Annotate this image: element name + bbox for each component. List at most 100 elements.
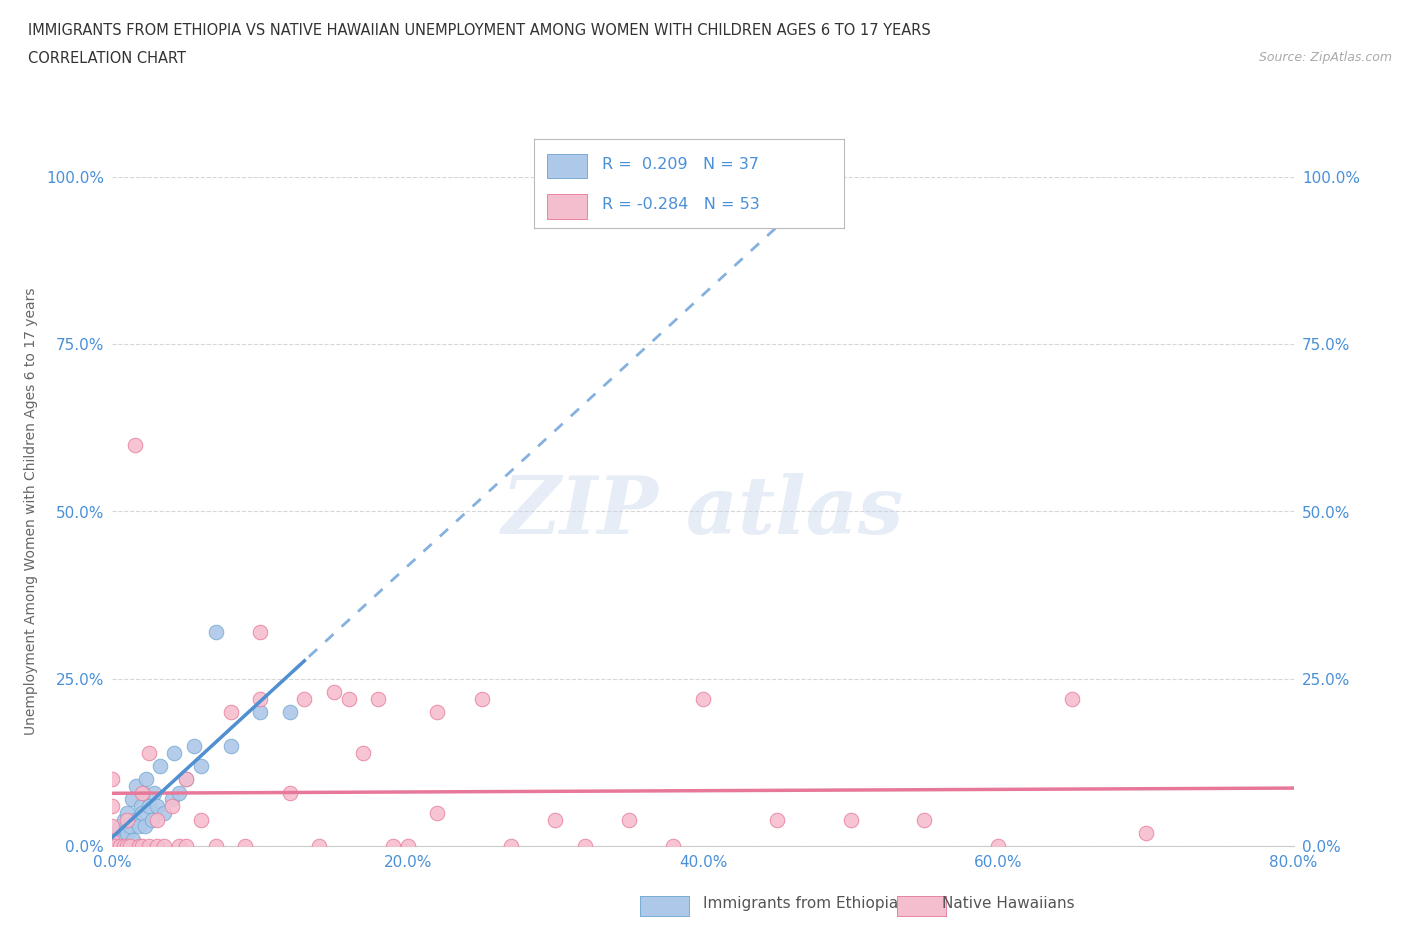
- Point: [146, 799, 169, 814]
- Point: [278, 785, 301, 800]
- Point: [174, 772, 197, 787]
- Point: [101, 832, 124, 847]
- Point: [128, 839, 150, 854]
- Point: [219, 738, 242, 753]
- Point: [138, 839, 160, 854]
- Point: [108, 839, 131, 854]
- Point: [692, 692, 714, 707]
- Point: [619, 812, 641, 827]
- Point: [426, 705, 449, 720]
- Point: [128, 818, 150, 833]
- Point: [101, 839, 124, 854]
- Point: [121, 792, 143, 807]
- Point: [153, 839, 176, 854]
- Point: [142, 785, 165, 800]
- Point: [839, 812, 862, 827]
- Text: ZIP atlas: ZIP atlas: [502, 472, 904, 551]
- Point: [249, 705, 271, 720]
- Point: [160, 799, 183, 814]
- Point: [219, 705, 242, 720]
- Point: [1135, 826, 1157, 841]
- Point: [129, 799, 152, 814]
- Point: [205, 839, 228, 854]
- Point: [190, 812, 212, 827]
- Point: [382, 839, 405, 854]
- Point: [101, 832, 124, 847]
- Point: [167, 785, 190, 800]
- Point: [138, 799, 160, 814]
- Point: [308, 839, 330, 854]
- Y-axis label: Unemployment Among Women with Children Ages 6 to 17 years: Unemployment Among Women with Children A…: [24, 287, 38, 736]
- Point: [124, 437, 146, 452]
- Point: [131, 785, 153, 800]
- Point: [278, 705, 301, 720]
- Point: [117, 826, 138, 841]
- Bar: [547, 194, 586, 219]
- Point: [574, 839, 596, 854]
- Point: [249, 625, 271, 640]
- Point: [470, 692, 494, 707]
- Point: [138, 745, 160, 760]
- Point: [501, 839, 523, 854]
- Point: [117, 839, 138, 854]
- Point: [367, 692, 389, 707]
- Point: [146, 812, 169, 827]
- Point: [120, 818, 142, 833]
- Point: [134, 818, 156, 833]
- Point: [114, 839, 136, 854]
- Point: [1062, 692, 1084, 707]
- Text: R =  0.209   N = 37: R = 0.209 N = 37: [602, 157, 759, 172]
- Point: [914, 812, 936, 827]
- Point: [153, 805, 176, 820]
- Point: [124, 812, 146, 827]
- Point: [120, 839, 142, 854]
- Point: [112, 812, 135, 827]
- Point: [766, 812, 789, 827]
- Text: CORRELATION CHART: CORRELATION CHART: [28, 51, 186, 66]
- Point: [174, 772, 197, 787]
- Point: [183, 738, 205, 753]
- Point: [396, 839, 419, 854]
- Point: [163, 745, 186, 760]
- Point: [132, 785, 155, 800]
- Point: [544, 812, 567, 827]
- Point: [101, 818, 124, 833]
- Point: [292, 692, 315, 707]
- Point: [104, 839, 127, 854]
- Point: [135, 772, 157, 787]
- Point: [101, 772, 124, 787]
- Point: [205, 625, 228, 640]
- Point: [174, 839, 197, 854]
- Point: [987, 839, 1010, 854]
- Point: [112, 839, 135, 854]
- Point: [426, 805, 449, 820]
- Bar: [547, 153, 586, 179]
- Text: Source: ZipAtlas.com: Source: ZipAtlas.com: [1258, 51, 1392, 64]
- Point: [167, 839, 190, 854]
- Point: [131, 805, 153, 820]
- Point: [141, 812, 163, 827]
- Point: [662, 839, 685, 854]
- Point: [117, 812, 138, 827]
- Point: [108, 818, 131, 833]
- Point: [117, 805, 138, 820]
- Point: [337, 692, 360, 707]
- Point: [131, 839, 153, 854]
- Point: [105, 839, 128, 854]
- Point: [323, 684, 346, 699]
- Point: [249, 692, 271, 707]
- Text: R = -0.284   N = 53: R = -0.284 N = 53: [602, 197, 761, 212]
- Text: Immigrants from Ethiopia: Immigrants from Ethiopia: [703, 897, 898, 911]
- Point: [101, 799, 124, 814]
- Point: [352, 745, 374, 760]
- Text: IMMIGRANTS FROM ETHIOPIA VS NATIVE HAWAIIAN UNEMPLOYMENT AMONG WOMEN WITH CHILDR: IMMIGRANTS FROM ETHIOPIA VS NATIVE HAWAI…: [28, 23, 931, 38]
- Point: [149, 759, 172, 774]
- Text: Native Hawaiians: Native Hawaiians: [942, 897, 1074, 911]
- Point: [160, 792, 183, 807]
- Point: [190, 759, 212, 774]
- Point: [125, 778, 148, 793]
- Point: [111, 832, 134, 847]
- Point: [233, 839, 256, 854]
- Point: [104, 826, 127, 841]
- Point: [146, 839, 169, 854]
